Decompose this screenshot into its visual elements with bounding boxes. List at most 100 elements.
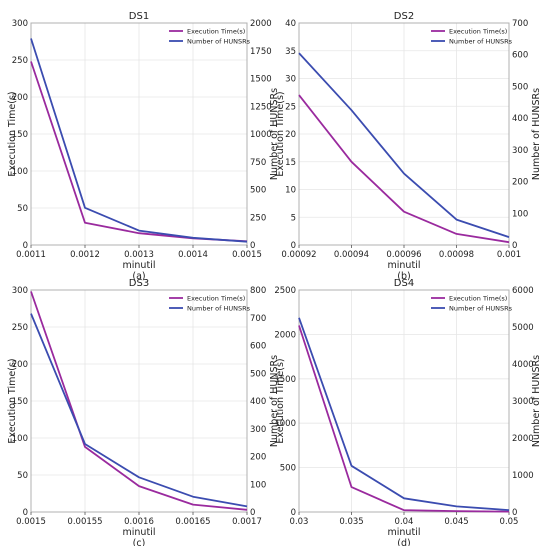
y2-tick-label: 250 <box>250 213 266 223</box>
y-tick-label: 0 <box>291 241 296 251</box>
x-axis-label: minutil <box>123 260 156 271</box>
series-line-execution-time <box>298 94 510 244</box>
y-tick-label: 35 <box>285 47 296 57</box>
y2-tick-label: 1250 <box>250 102 272 112</box>
y-tick-label: 200 <box>12 93 28 103</box>
x-tick-label: 0.0012 <box>70 250 100 260</box>
series-line-execution-time <box>30 291 248 511</box>
legend-label: Execution Time(s) <box>449 294 507 302</box>
y2-tick-label: 700 <box>250 314 266 324</box>
x-tick-label: 0.0015 <box>16 517 46 527</box>
legend-label: Execution Time(s) <box>187 294 245 302</box>
y-tick-label: 1000 <box>274 419 296 429</box>
y-tick-label: 300 <box>12 286 28 296</box>
panel-caption: (c) <box>133 538 146 546</box>
legend-label: Number of HUNSRs <box>187 304 251 312</box>
x-tick-label: 0.00094 <box>334 250 369 260</box>
y2-tick-label: 600 <box>250 342 266 352</box>
chart-panel-2: 0.00092 0.00094 0.00096 0.00098 0.0010510152… <box>275 11 542 282</box>
x-tick-label: 0.0017 <box>232 517 262 527</box>
y-axis-label: Execution Time(s) <box>7 358 18 443</box>
y-tick-label: 2500 <box>274 286 296 296</box>
x-tick-label: 0.0015 <box>232 250 262 260</box>
legend: Execution Time(s) Number of HUNSRs <box>431 27 513 45</box>
y-tick-label: 50 <box>17 471 28 481</box>
y2-tick-label: 0 <box>250 508 255 518</box>
panel-caption: (b) <box>397 271 410 282</box>
y-tick-label: 250 <box>12 323 28 333</box>
chart-title: DS2 <box>394 11 414 22</box>
y2-tick-label: 1000 <box>250 130 272 140</box>
y-tick-label: 100 <box>12 167 28 177</box>
x-axis-label: minutil <box>123 527 156 538</box>
legend: Execution Time(s) Number of HUNSRs <box>431 294 513 312</box>
chart-panel-1: 0.0011 0.0012 0.0013 0.0014 0.00150501001502… <box>7 11 280 282</box>
y-tick-label: 40 <box>285 19 296 29</box>
y2-tick-label: 750 <box>250 158 266 168</box>
x-tick-label: 0.03 <box>290 517 309 527</box>
legend: Execution Time(s) Number of HUNSRs <box>169 27 251 45</box>
legend-label: Number of HUNSRs <box>449 304 513 312</box>
y2-tick-label: 600 <box>512 51 528 61</box>
y-tick-label: 20 <box>285 130 296 140</box>
panel-caption: (d) <box>397 538 410 546</box>
series-line-hunsrs <box>30 38 248 243</box>
y-tick-label: 150 <box>12 130 28 140</box>
y2-tick-label: 500 <box>250 369 266 379</box>
y-tick-label: 100 <box>12 434 28 444</box>
legend-label: Number of HUNSRs <box>449 37 513 45</box>
y2-tick-label: 400 <box>512 114 528 124</box>
chart-title: DS1 <box>129 11 149 22</box>
series-line-hunsrs <box>298 317 510 511</box>
y-axis-label: Execution Time(s) <box>275 91 286 176</box>
chart-panel-4: 0.03 0.035 0.04 0.045 0.05 0 500 1000 1500 2000 25… <box>274 278 542 546</box>
legend: Execution Time(s) Number of HUNSRs <box>169 294 251 312</box>
y-tick-label: 0 <box>23 508 28 518</box>
y-axis-label: Execution Time(s) <box>7 91 18 176</box>
x-tick-label: 0.04 <box>395 517 414 527</box>
x-tick-label: 0.035 <box>339 517 363 527</box>
chart-title: DS3 <box>129 278 149 289</box>
y-tick-label: 0 <box>23 241 28 251</box>
y-tick-label: 0 <box>291 508 296 518</box>
x-tick-label: 0.0014 <box>178 250 208 260</box>
y2-tick-label: 0 <box>250 241 255 251</box>
y2-tick-label: 200 <box>512 178 528 188</box>
chart-title: DS4 <box>394 278 414 289</box>
series-line-hunsrs <box>30 313 248 508</box>
y2-tick-label: 3000 <box>512 397 534 407</box>
legend-label: Execution Time(s) <box>187 27 245 35</box>
y2-tick-label: 2000 <box>512 434 534 444</box>
y2-tick-label: 700 <box>512 19 528 29</box>
y2-axis-label: Number of HUNSRs <box>531 355 542 447</box>
x-tick-label: 0.00165 <box>175 517 210 527</box>
y2-axis-label: Number of HUNSRs <box>269 88 280 180</box>
chart-panel-3: 0.0015 0.00155 0.0016 0.00165 0.001705010015… <box>7 278 280 546</box>
y-tick-label: 10 <box>285 186 296 196</box>
x-tick-label: 0.045 <box>444 517 468 527</box>
y-tick-label: 1500 <box>274 375 296 385</box>
y2-tick-label: 400 <box>250 397 266 407</box>
y2-tick-label: 0 <box>512 241 517 251</box>
x-tick-label: 0.00092 <box>281 250 316 260</box>
legend-label: Number of HUNSRs <box>187 37 251 45</box>
y2-tick-label: 2000 <box>250 19 272 29</box>
y2-tick-label: 300 <box>250 425 266 435</box>
x-tick-label: 0.00155 <box>67 517 102 527</box>
y-tick-label: 500 <box>280 464 296 474</box>
y-tick-label: 15 <box>285 158 296 168</box>
y-tick-label: 2000 <box>274 330 296 340</box>
series-line-execution-time <box>298 325 510 513</box>
y-tick-label: 5 <box>291 213 296 223</box>
y-tick-label: 25 <box>285 102 296 112</box>
x-tick-label: 0.0013 <box>124 250 154 260</box>
legend-label: Execution Time(s) <box>449 27 507 35</box>
x-tick-label: 0.05 <box>500 517 519 527</box>
y2-axis-label: Number of HUNSRs <box>269 355 280 447</box>
x-tick-label: 0.00096 <box>386 250 421 260</box>
y-tick-label: 150 <box>12 397 28 407</box>
y2-tick-label: 100 <box>250 480 266 490</box>
x-axis-label: minutil <box>388 527 421 538</box>
y2-tick-label: 1000 <box>512 471 534 481</box>
